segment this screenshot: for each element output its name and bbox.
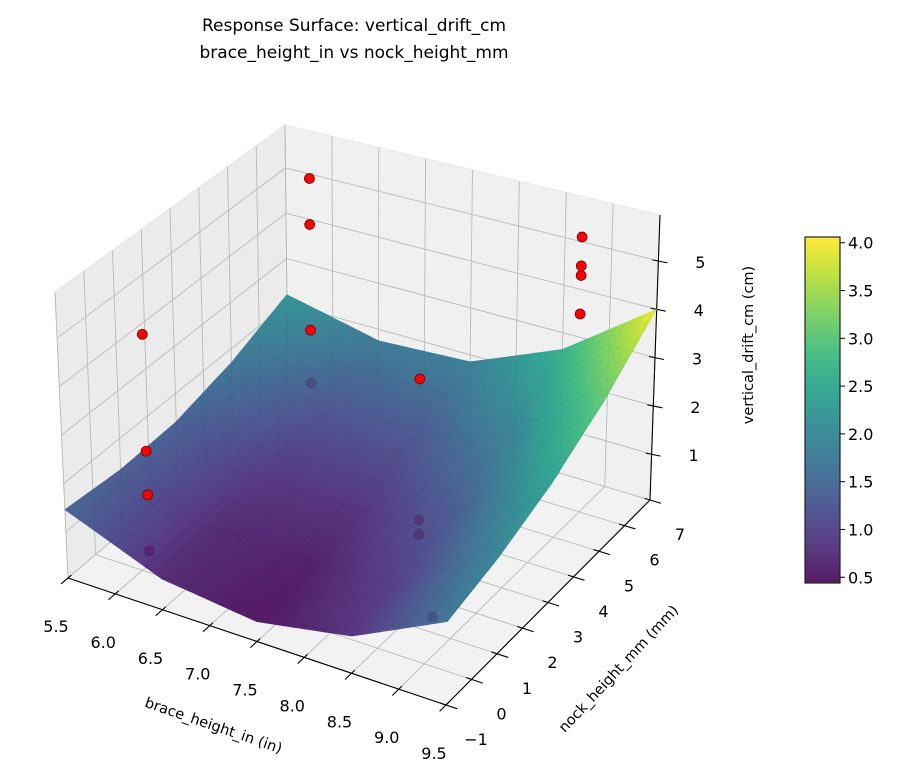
x-tick-mark — [439, 701, 450, 712]
z-tick-label: 3 — [692, 350, 702, 369]
x-tick-mark — [202, 622, 214, 633]
y-tick-mark — [465, 676, 483, 684]
z-tick-mark — [652, 259, 668, 264]
y-tick-mark — [593, 549, 611, 556]
data-point — [304, 173, 315, 184]
grid-line-z — [59, 212, 287, 387]
data-point — [414, 373, 426, 385]
x-tick-label: 8.5 — [327, 712, 352, 731]
z-tick-mark — [645, 452, 661, 457]
y-tick-label: 1 — [522, 679, 532, 698]
data-point — [136, 328, 148, 340]
colorbar-tick-label: 1.0 — [848, 520, 873, 539]
y-tick-label: −1 — [464, 730, 488, 749]
colorbar-fill — [805, 237, 840, 583]
z-tick-label: 5 — [695, 253, 705, 272]
x-tick-label: 9.5 — [421, 744, 446, 763]
x-tick-mark — [344, 669, 356, 680]
y-tick-label: 0 — [496, 704, 506, 723]
x-tick-label: 6.5 — [138, 649, 163, 668]
y-tick-label: 5 — [624, 576, 634, 595]
y-tick-label: 4 — [598, 602, 608, 621]
points-front — [136, 173, 588, 501]
colorbar-tick-label: 1.5 — [848, 473, 873, 492]
x-tick-mark — [297, 653, 308, 664]
colorbar-frame — [804, 236, 841, 584]
x-tick-mark — [391, 685, 403, 696]
y-tick-label: 3 — [573, 628, 583, 647]
y-tick-mark — [491, 651, 509, 658]
grid-line-z — [56, 167, 286, 339]
y-tick-mark — [542, 600, 560, 607]
y-tick-label: 7 — [675, 525, 685, 544]
colorbar-tick-label: 0.5 — [848, 568, 873, 587]
data-point — [304, 219, 316, 230]
data-point — [305, 324, 316, 336]
x-tick-label: 7.5 — [232, 681, 257, 700]
grid-line-z — [285, 212, 657, 310]
data-point — [575, 260, 587, 272]
z-tick-label: 1 — [689, 446, 699, 465]
z-tick-label: 4 — [694, 301, 704, 320]
z-tick-label: 2 — [690, 398, 700, 417]
data-point — [574, 308, 586, 320]
x-tick-mark — [250, 638, 261, 649]
z-tick-mark — [647, 404, 663, 409]
colorbar-tick-label: 3.0 — [848, 329, 873, 348]
x-tick-label: 9.0 — [374, 728, 399, 747]
y-tick-mark — [618, 523, 636, 530]
z-tick-mark — [650, 307, 666, 312]
grid-line-z — [63, 303, 288, 484]
data-point — [140, 445, 152, 457]
colorbar-tick-label: 2.5 — [848, 377, 873, 396]
y-tick-mark — [516, 625, 534, 633]
x-tick-mark — [155, 606, 167, 617]
z-tick-mark — [648, 355, 665, 361]
y-tick-label: 2 — [547, 653, 557, 672]
chart-title-line-1: Response Surface: vertical_drift_cm — [202, 16, 506, 36]
colorbar-tick-label: 3.5 — [848, 282, 873, 301]
grid-line-z — [285, 167, 659, 262]
colorbar: 0.5 1.0 1.5 2.0 2.5 3.0 3.5 4.0 — [804, 234, 873, 587]
colorbar-tick-label: 2.0 — [848, 425, 873, 444]
colorbar-tick-label: 4.0 — [848, 234, 873, 253]
x-tick-mark — [108, 590, 120, 601]
z-axis-label: vertical_drift_cm (cm) — [741, 266, 757, 424]
y-tick-mark — [567, 574, 585, 581]
chart-title-line-2: brace_height_in vs nock_height_mm — [199, 43, 508, 63]
x-tick-label: 8.0 — [280, 696, 305, 715]
y-tick-label: 6 — [649, 551, 659, 570]
surface-patch — [436, 614, 454, 624]
y-tick-mark — [440, 702, 458, 710]
x-tick-label: 5.5 — [43, 617, 68, 636]
x-tick-mark — [60, 574, 72, 585]
x-tick-label: 7.0 — [185, 665, 210, 684]
data-point — [575, 270, 587, 281]
data-point — [576, 231, 588, 243]
x-tick-label: 6.0 — [91, 633, 116, 652]
y-tick-mark — [644, 497, 662, 504]
data-point — [142, 489, 153, 501]
surface — [64, 294, 658, 637]
grid-line-z — [61, 258, 287, 436]
axes-lines: 5.56.06.57.07.58.08.59.09.5−101234567123… — [43, 214, 705, 763]
x-axis-label: brace_height_in (in) — [143, 695, 284, 757]
y-axis-label: nock_height_mm (mm) — [556, 603, 682, 736]
